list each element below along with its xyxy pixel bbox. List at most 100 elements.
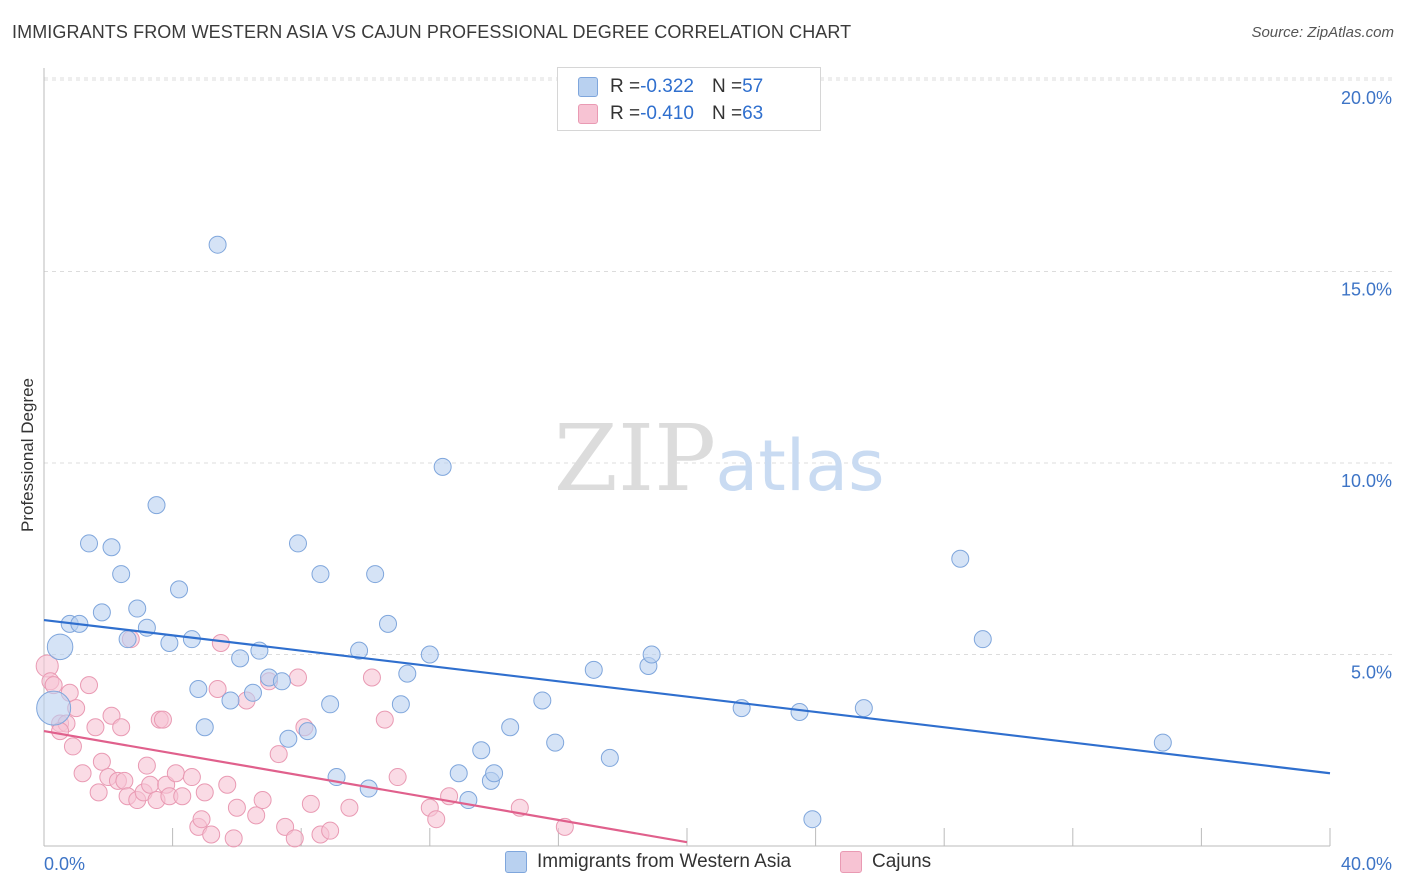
cajun-point — [269, 745, 288, 764]
cajun-point — [80, 676, 99, 695]
western-asia-point — [189, 679, 208, 698]
western-asia-point — [170, 580, 189, 599]
watermark: ZIP atlas — [554, 405, 885, 512]
cajun-point — [153, 710, 172, 729]
cajun-point — [166, 764, 185, 783]
cajun-point — [137, 756, 156, 775]
cajun-point — [253, 791, 272, 810]
legend-row-cajuns: R = -0.410 N = 63 — [578, 101, 763, 127]
legend-r-value: -0.410 — [640, 103, 694, 124]
western-asia-point — [118, 630, 137, 649]
correlation-legend: R = -0.322 N = 57 R = -0.410 N = 63 — [557, 67, 821, 131]
y-tick-label: 5.0% — [1351, 663, 1392, 683]
western-asia-point — [102, 538, 121, 557]
legend-label-cajuns: Cajuns — [872, 851, 932, 872]
x-tick-label: 0.0% — [44, 854, 85, 874]
x-tick-label: 40.0% — [1341, 854, 1392, 874]
data-points — [35, 235, 1172, 848]
cajun-point — [211, 634, 230, 653]
trend-lines — [43, 618, 1331, 844]
legend-r-value: -0.322 — [640, 76, 694, 97]
western-asia-point — [790, 702, 809, 721]
western-asia-point — [195, 718, 214, 737]
cajun-point — [141, 775, 160, 794]
western-asia-point — [472, 741, 491, 760]
watermark-zip: ZIP — [554, 405, 716, 512]
legend-swatch-blue — [578, 77, 598, 97]
western-asia-point — [350, 641, 369, 660]
western-asia-point — [46, 633, 74, 661]
cajun-point — [247, 806, 266, 825]
western-asia-point — [279, 729, 298, 748]
western-asia-point — [433, 457, 452, 476]
cajun-point — [288, 668, 307, 687]
legend-r-label: R = — [610, 103, 641, 124]
legend-item-cajuns[interactable]: Cajuns — [840, 851, 931, 873]
western-asia-point — [147, 496, 166, 515]
cajun-point — [285, 829, 304, 848]
cajun-point — [276, 817, 295, 836]
western-asia-point — [366, 565, 385, 584]
legend-row-western-asia: R = -0.322 N = 57 — [578, 74, 763, 100]
series-legend: Immigrants from Western Asia Cajuns — [0, 851, 1406, 879]
cajun-point — [89, 783, 108, 802]
cajun-point — [362, 668, 381, 687]
cajun-point — [86, 718, 105, 737]
western-asia-point — [112, 565, 131, 584]
cajun-point — [182, 768, 201, 787]
western-asia-point — [546, 733, 565, 752]
legend-n-label: N = — [711, 103, 743, 124]
western-asia-point — [398, 664, 417, 683]
cajun-point — [218, 775, 237, 794]
western-asia-point — [803, 810, 822, 829]
western-asia-point — [391, 695, 410, 714]
cajun-point — [92, 752, 111, 771]
western-asia-point — [642, 645, 661, 664]
western-asia-point — [321, 695, 340, 714]
y-tick-label: 15.0% — [1341, 280, 1392, 300]
western-asia-point — [243, 683, 262, 702]
western-asia-point — [36, 690, 72, 726]
legend-swatch-pink — [578, 104, 598, 124]
legend-n-value: 63 — [742, 103, 764, 124]
watermark-atlas: atlas — [715, 425, 884, 507]
legend-n-value: 57 — [742, 76, 764, 97]
cajun-point — [112, 718, 131, 737]
western-asia-point — [973, 630, 992, 649]
legend-label-western-asia: Immigrants from Western Asia — [537, 851, 792, 872]
western-asia-point — [208, 235, 227, 254]
source-label: Source: ZipAtlas.com — [1251, 24, 1394, 41]
cajun-point — [115, 771, 134, 790]
western-asia-point — [854, 699, 873, 718]
western-asia-point — [379, 614, 398, 633]
cajun-point — [173, 787, 192, 806]
cajun-trend-line — [43, 730, 688, 844]
cajun-point — [224, 829, 243, 848]
western-asia-point — [485, 764, 504, 783]
western-asia-point — [221, 691, 240, 710]
y-tick-label: 20.0% — [1341, 88, 1392, 108]
western-asia-point — [231, 649, 250, 668]
western-asia-point — [272, 672, 291, 691]
chart-title: IMMIGRANTS FROM WESTERN ASIA VS CAJUN PR… — [12, 22, 852, 42]
western-asia-point — [311, 565, 330, 584]
western-asia-point — [501, 718, 520, 737]
tick-labels: 5.0% 10.0% 15.0% 20.0% 0.0% 40.0% — [44, 88, 1392, 874]
cajun-point — [73, 764, 92, 783]
legend-item-western-asia[interactable]: Immigrants from Western Asia — [505, 851, 791, 873]
western-asia-point — [420, 645, 439, 664]
cajun-point — [195, 783, 214, 802]
cajun-point — [192, 810, 211, 829]
cajun-point — [375, 710, 394, 729]
cajun-point — [388, 768, 407, 787]
western-asia-point — [584, 660, 603, 679]
western-asia-point — [288, 534, 307, 553]
western-asia-point — [1153, 733, 1172, 752]
cajun-point — [321, 821, 340, 840]
western-asia-point — [298, 722, 317, 741]
western-asia-point — [533, 691, 552, 710]
western-asia-point — [600, 748, 619, 767]
western-asia-trend-line — [43, 618, 1331, 775]
cajun-point — [208, 679, 227, 698]
